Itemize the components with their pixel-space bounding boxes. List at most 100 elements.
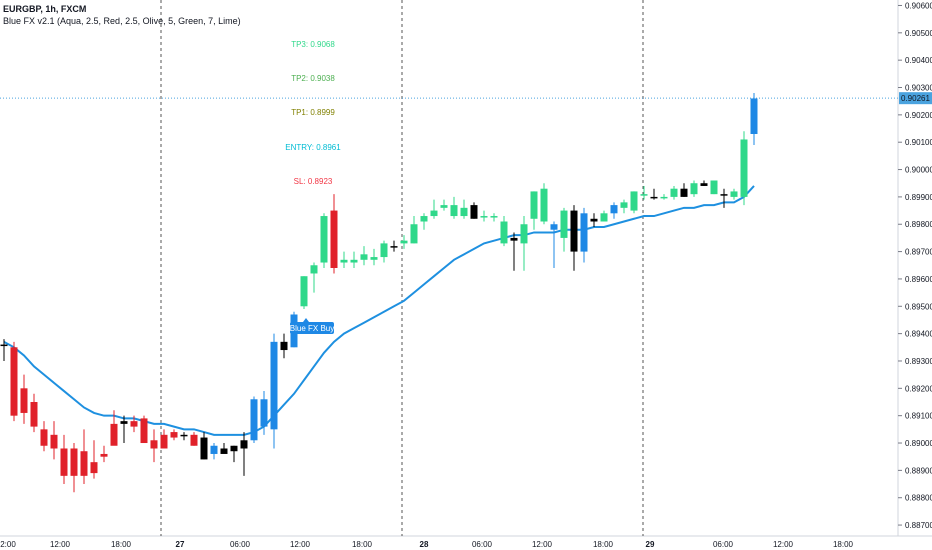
candle xyxy=(660,194,668,200)
level-label: SL: 0.8923 xyxy=(294,177,333,186)
candle-body xyxy=(570,210,578,252)
candle-body xyxy=(200,437,208,460)
candle xyxy=(130,415,138,433)
candle xyxy=(600,210,608,222)
candle-body xyxy=(580,213,588,252)
candle-body xyxy=(320,216,328,263)
indicator-title: Blue FX v2.1 (Aqua, 2.5, Red, 2.5, Olive… xyxy=(3,16,241,26)
level-label: TP3: 0.9068 xyxy=(291,40,335,49)
candle xyxy=(420,213,428,230)
time-tick-label: 06:00 xyxy=(230,540,251,549)
candle xyxy=(560,207,568,252)
candle-body xyxy=(410,224,418,244)
candle xyxy=(440,199,448,211)
candle xyxy=(140,415,148,444)
time-tick-label: 18:00 xyxy=(352,540,373,549)
level-label: TP1: 0.8999 xyxy=(291,108,335,117)
price-tick-label: 0.90200 xyxy=(905,111,932,120)
candle-body xyxy=(220,448,228,454)
candle xyxy=(170,429,178,441)
level-label: TP2: 0.9038 xyxy=(291,74,335,83)
candle xyxy=(100,445,108,463)
candle xyxy=(20,374,28,424)
candle-body xyxy=(480,216,488,218)
price-tick-label: 0.89700 xyxy=(905,248,932,257)
candle xyxy=(750,92,758,145)
price-tick-label: 0.88700 xyxy=(905,521,932,530)
candle-body xyxy=(240,440,248,449)
candle xyxy=(160,429,168,449)
candle-body xyxy=(230,445,238,452)
candle-body xyxy=(270,341,278,430)
candle xyxy=(80,429,88,485)
candles-layer xyxy=(0,92,758,493)
candle-body xyxy=(160,434,168,449)
candle-body xyxy=(470,205,478,219)
price-tick-label: 0.90100 xyxy=(905,138,932,147)
candle xyxy=(260,391,268,435)
candle-body xyxy=(340,259,348,263)
candle xyxy=(680,183,688,197)
candle-body xyxy=(10,347,18,416)
candle-body xyxy=(540,188,548,222)
candle-body xyxy=(620,202,628,208)
candle-body xyxy=(460,207,468,217)
candle-body xyxy=(660,196,668,199)
moving-average-layer xyxy=(3,185,755,436)
price-tick-label: 0.89600 xyxy=(905,275,932,284)
candle-body xyxy=(380,243,388,258)
candle xyxy=(730,188,738,200)
candle xyxy=(630,191,638,214)
candle-body xyxy=(550,224,558,230)
candle-body xyxy=(430,210,438,217)
candle-body xyxy=(710,180,718,195)
candle xyxy=(250,396,258,444)
price-tick-label: 0.89800 xyxy=(905,220,932,229)
session-separators xyxy=(160,0,644,536)
candle xyxy=(210,443,218,460)
candle-body xyxy=(610,205,618,214)
candle xyxy=(670,185,678,200)
candle-body xyxy=(590,218,598,222)
candle-body xyxy=(180,434,188,437)
candle xyxy=(570,205,578,271)
time-tick-label: 06:00 xyxy=(472,540,493,549)
candle xyxy=(510,232,518,271)
candle-body xyxy=(80,451,88,476)
candle-body xyxy=(440,205,448,208)
price-tick-label: 0.88900 xyxy=(905,466,932,475)
candle xyxy=(190,432,198,446)
candle xyxy=(120,415,128,444)
candle xyxy=(320,213,328,268)
candle xyxy=(520,216,528,271)
time-axis[interactable]: 2:00 12:00 18:00 27 06:00 12:00 18:00 28 06:00 12… xyxy=(0,540,853,549)
candle-body xyxy=(560,210,568,238)
time-tick-label: 27 xyxy=(176,540,185,549)
price-tick-label: 0.89500 xyxy=(905,302,932,311)
candle xyxy=(270,333,278,449)
candle xyxy=(280,333,288,359)
price-tick-label: 0.89200 xyxy=(905,384,932,393)
candle-body xyxy=(420,216,428,222)
candle xyxy=(230,445,238,463)
candle xyxy=(430,199,438,219)
candle-body xyxy=(110,423,118,446)
price-tick-label: 0.88800 xyxy=(905,494,932,503)
price-tick-label: 0.89900 xyxy=(905,193,932,202)
candle-body xyxy=(630,191,638,211)
time-tick-label: 12:00 xyxy=(532,540,553,549)
candle xyxy=(310,262,318,293)
candle-body xyxy=(260,399,268,427)
candle xyxy=(0,339,8,361)
candle-body xyxy=(60,448,68,476)
candle-body xyxy=(680,188,688,197)
candle xyxy=(330,194,338,274)
candle-body xyxy=(740,139,748,197)
ma-line xyxy=(3,185,755,436)
candle xyxy=(740,131,748,206)
trade-levels: TP3: 0.9068 TP2: 0.9038 TP1: 0.8999 ENTRY: … xyxy=(285,40,341,334)
candle-body xyxy=(400,240,408,244)
candle-body xyxy=(280,341,288,351)
price-axis[interactable]: 0.90600 0.90500 0.90400 0.90300 0.90200 0.901… xyxy=(0,1,932,530)
